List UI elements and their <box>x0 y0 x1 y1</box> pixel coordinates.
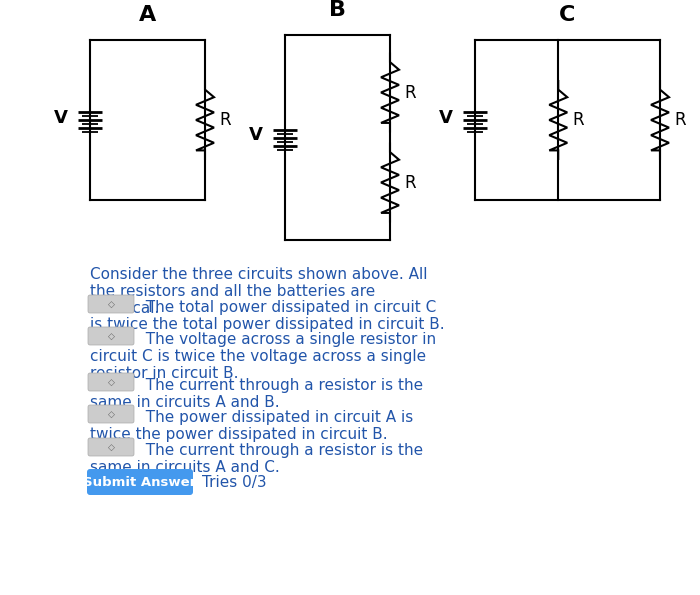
Text: R: R <box>219 111 230 129</box>
Text: same in circuits A and B.: same in circuits A and B. <box>90 395 279 410</box>
FancyBboxPatch shape <box>88 373 134 391</box>
Text: twice the power dissipated in circuit B.: twice the power dissipated in circuit B. <box>90 427 388 442</box>
Text: R: R <box>404 174 416 192</box>
FancyBboxPatch shape <box>88 405 134 423</box>
Text: identical.: identical. <box>90 301 160 316</box>
FancyBboxPatch shape <box>88 438 134 456</box>
Text: Submit Answer: Submit Answer <box>83 475 197 488</box>
Text: C: C <box>559 5 575 25</box>
Text: ◇: ◇ <box>108 299 114 308</box>
Text: the resistors and all the batteries are: the resistors and all the batteries are <box>90 284 375 299</box>
Text: R: R <box>573 111 584 129</box>
Text: ◇: ◇ <box>108 331 114 340</box>
Text: The current through a resistor is the: The current through a resistor is the <box>136 378 423 393</box>
Text: circuit C is twice the voltage across a single: circuit C is twice the voltage across a … <box>90 349 426 364</box>
Text: ◇: ◇ <box>108 377 114 387</box>
Text: The voltage across a single resistor in: The voltage across a single resistor in <box>136 332 436 347</box>
Text: V: V <box>249 127 263 145</box>
Text: V: V <box>439 109 453 127</box>
Text: The total power dissipated in circuit C: The total power dissipated in circuit C <box>136 300 436 315</box>
Text: ◇: ◇ <box>108 443 114 452</box>
Text: Consider the three circuits shown above. All: Consider the three circuits shown above.… <box>90 267 428 282</box>
Text: A: A <box>139 5 156 25</box>
Text: resistor in circuit B.: resistor in circuit B. <box>90 366 239 381</box>
Text: The power dissipated in circuit A is: The power dissipated in circuit A is <box>136 410 413 425</box>
Text: R: R <box>404 83 416 102</box>
Text: The current through a resistor is the: The current through a resistor is the <box>136 443 423 458</box>
Text: ◇: ◇ <box>108 409 114 418</box>
FancyBboxPatch shape <box>87 469 193 495</box>
FancyBboxPatch shape <box>88 327 134 345</box>
Text: same in circuits A and C.: same in circuits A and C. <box>90 460 280 475</box>
Text: V: V <box>54 109 68 127</box>
Text: B: B <box>329 0 346 20</box>
Text: Tries 0/3: Tries 0/3 <box>202 474 267 490</box>
Text: is twice the total power dissipated in circuit B.: is twice the total power dissipated in c… <box>90 317 444 332</box>
Text: R: R <box>674 111 685 129</box>
FancyBboxPatch shape <box>88 295 134 313</box>
